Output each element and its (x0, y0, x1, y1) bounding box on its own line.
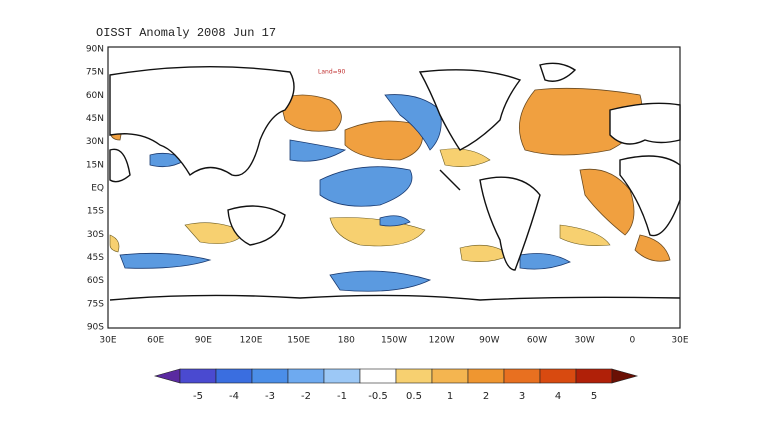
warm-anomalies (109, 87, 671, 262)
colorbar-label: 4 (555, 391, 561, 402)
colorbar-label: 0.5 (406, 391, 422, 402)
colorbar-label: -4 (229, 391, 239, 402)
colorbar-label: -2 (301, 391, 311, 402)
colorbar-label: -5 (193, 391, 203, 402)
colorbar-label: -3 (265, 391, 275, 402)
lon-label: 30E (671, 336, 688, 346)
lat-label: 30S (87, 230, 104, 240)
lon-label: 120W (429, 336, 455, 346)
lat-label: 15S (87, 207, 104, 217)
lon-label: 0 (629, 336, 635, 346)
colorbar-label: 1 (447, 391, 453, 402)
cool-anomalies (119, 94, 571, 292)
lat-label: 60S (87, 276, 104, 286)
lon-label: 120E (240, 336, 263, 346)
lat-label: 60N (86, 91, 104, 101)
colorbar-label: -0.5 (368, 391, 388, 402)
colorbar (153, 368, 639, 384)
lon-label: 150W (381, 336, 407, 346)
lat-label: 90N (86, 45, 104, 55)
colorbar-label: 3 (519, 391, 525, 402)
lat-label: 90S (87, 323, 104, 333)
lat-label: 75N (86, 68, 104, 78)
lon-label: 60E (147, 336, 164, 346)
lat-label: EQ (91, 184, 104, 194)
colorbar-label: 2 (483, 391, 489, 402)
lon-label: 90E (195, 336, 212, 346)
map-title: OISST Anomaly 2008 Jun 17 (96, 26, 276, 40)
lat-label: 45S (87, 253, 104, 263)
lat-label: 30N (86, 137, 104, 147)
lat-label: 45N (86, 114, 104, 124)
colorbar-label: -1 (337, 391, 347, 402)
lon-label: 180 (338, 336, 355, 346)
colorbar-labels: -5 -4 -3 -2 -1 -0.5 0.5 1 2 3 4 5 (193, 391, 597, 402)
latitude-labels: 90N 75N 60N 45N 30N 15N EQ 15S 30S 45S 60S 75S 90S (86, 45, 104, 333)
coastlines (109, 62, 681, 301)
map-panel: Land=90 (107, 46, 681, 329)
lon-label: 30E (99, 336, 116, 346)
lat-label: 15N (86, 160, 104, 170)
lon-label: 90W (479, 336, 499, 346)
lon-label: 150E (287, 336, 310, 346)
lat-label: 75S (87, 299, 104, 309)
lon-label: 30W (574, 336, 594, 346)
map-note: Land=90 (318, 69, 345, 76)
lon-label: 60W (527, 336, 547, 346)
longitude-labels: 30E 60E 90E 120E 150E 180 150W 120W 90W 60W 30W 0 30… (99, 336, 688, 346)
colorbar-label: 5 (591, 391, 597, 402)
